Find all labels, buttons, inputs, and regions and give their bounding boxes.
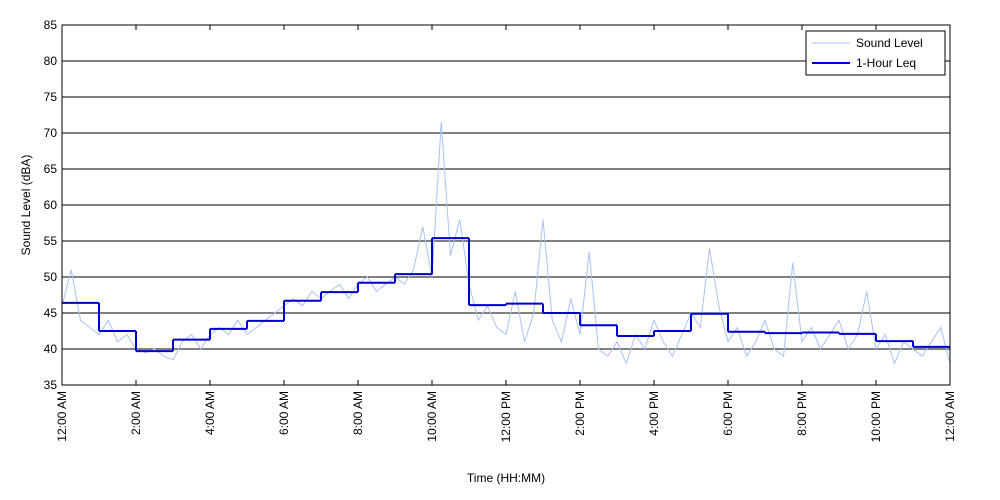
x-tick-label: 12:00 AM (943, 391, 957, 442)
y-tick-label: 65 (44, 162, 58, 176)
y-tick-label: 70 (44, 126, 58, 140)
y-tick-label: 45 (44, 306, 58, 320)
legend-label: 1-Hour Leq (856, 56, 916, 70)
y-tick-label: 80 (44, 54, 58, 68)
y-tick-label: 35 (44, 378, 58, 392)
x-tick-label: 4:00 AM (203, 391, 217, 435)
legend-label: Sound Level (856, 36, 923, 50)
x-tick-label: 8:00 PM (795, 391, 809, 436)
x-axis-label: Time (HH:MM) (467, 471, 545, 485)
x-tick-label: 6:00 PM (721, 391, 735, 436)
x-tick-label: 8:00 AM (351, 391, 365, 435)
y-tick-label: 75 (44, 90, 58, 104)
x-tick-label: 6:00 AM (277, 391, 291, 435)
plot-frame (61, 24, 951, 386)
y-tick-label: 55 (44, 234, 58, 248)
y-tick-label: 85 (44, 18, 58, 32)
y-tick-label: 50 (44, 270, 58, 284)
x-tick-label: 12:00 PM (499, 391, 513, 442)
y-axis-label: Sound Level (dBA) (19, 155, 33, 256)
x-tick-label: 10:00 PM (869, 391, 883, 442)
y-tick-label: 60 (44, 198, 58, 212)
x-tick-label: 2:00 PM (573, 391, 587, 436)
x-tick-label: 2:00 AM (129, 391, 143, 435)
x-tick-label: 4:00 PM (647, 391, 661, 436)
y-tick-label: 40 (44, 342, 58, 356)
x-tick-label: 10:00 AM (425, 391, 439, 442)
x-tick-label: 12:00 AM (55, 391, 69, 442)
legend-box (805, 30, 946, 76)
